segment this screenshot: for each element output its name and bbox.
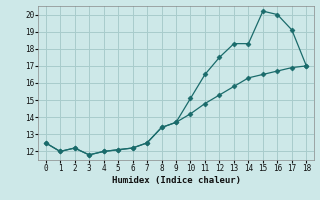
X-axis label: Humidex (Indice chaleur): Humidex (Indice chaleur) (111, 176, 241, 185)
